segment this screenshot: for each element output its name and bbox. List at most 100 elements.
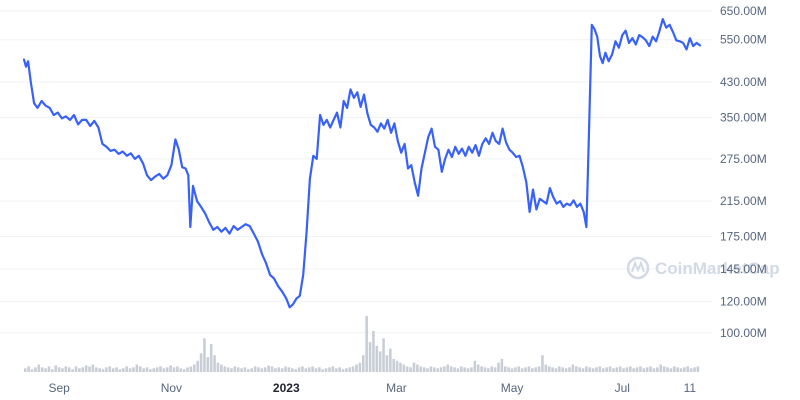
volume-bar: [284, 366, 287, 372]
volume-bar: [159, 366, 162, 372]
volume-bar: [321, 369, 325, 372]
volume-bar: [601, 368, 605, 372]
volume-bar: [672, 366, 676, 372]
volume-bar: [629, 366, 632, 372]
volume-bar: [578, 367, 581, 372]
volume-bar: [571, 364, 575, 372]
volume-bar: [169, 365, 172, 372]
volume-bar: [84, 365, 88, 372]
volume-bar: [135, 364, 139, 372]
volume-bar: [108, 366, 112, 372]
volume-bar: [145, 367, 149, 372]
volume-bar: [483, 367, 487, 372]
volume-bar: [652, 368, 656, 372]
volume-bar: [551, 367, 554, 372]
volume-bar: [389, 348, 392, 372]
volume-bar: [125, 366, 128, 372]
watermark: CoinMarketCap: [626, 256, 780, 280]
coinmarketcap-logo-icon: [626, 256, 650, 280]
volume-bar: [345, 368, 348, 372]
volume-bar: [54, 365, 57, 372]
volume-bar: [541, 355, 544, 372]
volume-bar: [378, 351, 382, 372]
volume-bar: [419, 366, 423, 372]
volume-bar: [37, 364, 41, 372]
x-tick-label: Jul: [615, 381, 630, 395]
volume-bar: [233, 366, 237, 372]
volume-bar: [466, 368, 470, 372]
volume-bar: [280, 368, 284, 372]
volume-bar: [27, 366, 30, 372]
volume-bar: [209, 344, 213, 372]
volume-bar: [351, 366, 355, 372]
volume-bars: [24, 316, 700, 372]
volume-bar: [669, 368, 673, 372]
volume-bar: [287, 367, 291, 372]
x-tick-label: May: [501, 381, 524, 395]
volume-bar: [432, 367, 436, 372]
volume-bar: [497, 362, 500, 372]
price-line: [22, 18, 702, 309]
volume-bar: [203, 338, 206, 372]
volume-bar: [429, 366, 433, 372]
volume-bar: [220, 364, 223, 372]
volume-bar: [409, 367, 412, 372]
volume-bar: [531, 368, 534, 372]
volume-bar: [324, 368, 328, 372]
volume-bar: [311, 366, 314, 372]
volume-bar: [301, 366, 304, 372]
volume-bar: [213, 355, 216, 372]
volume-bar: [179, 368, 183, 372]
volume-bar: [666, 367, 669, 372]
volume-bar: [199, 353, 203, 372]
y-tick-label: 120.00M: [720, 294, 767, 308]
volume-bar: [385, 355, 389, 372]
volume-bar: [132, 367, 135, 372]
volume-bar: [291, 368, 294, 372]
volume-bar: [656, 367, 659, 372]
volume-bar: [91, 364, 95, 372]
volume-bar: [172, 367, 176, 372]
volume-bar: [561, 367, 564, 372]
x-tick-label: Mar: [386, 381, 407, 395]
x-tick-label: 11: [684, 381, 697, 395]
volume-bar: [270, 366, 274, 372]
volume-bar: [544, 364, 548, 372]
volume-bar: [618, 366, 622, 372]
volume-bar: [581, 368, 585, 372]
volume-bar: [294, 369, 297, 372]
volume-bar: [122, 368, 125, 372]
volume-bar: [94, 367, 98, 372]
volume-bar: [257, 367, 260, 372]
volume-bar: [341, 369, 345, 372]
volume-bar: [88, 366, 91, 372]
volume-bar: [476, 364, 480, 372]
volume-bar: [693, 367, 696, 372]
x-tick-label: Sep: [48, 381, 70, 395]
volume-bar: [328, 367, 331, 372]
volume-bar: [128, 368, 132, 372]
volume-bar: [226, 367, 230, 372]
volume-bar: [436, 368, 439, 372]
volume-bar: [267, 365, 270, 372]
volume-bar: [605, 367, 608, 372]
volume-bar: [405, 366, 409, 372]
volume-bar: [696, 366, 700, 372]
volume-bar: [216, 362, 220, 372]
volume-bar: [547, 366, 551, 372]
volume-bar: [622, 368, 625, 372]
volume-bar: [193, 364, 196, 372]
volume-bar: [64, 366, 68, 372]
volume-bar: [412, 362, 416, 372]
y-tick-label: 175.00M: [720, 230, 767, 244]
volume-bar: [105, 367, 108, 372]
y-tick-label: 275.00M: [720, 152, 767, 166]
x-axis-tick-labels: Sep Nov 2023 Mar May Jul 11: [48, 381, 696, 395]
volume-bar: [487, 368, 490, 372]
volume-bar: [591, 368, 595, 372]
volume-bar: [155, 367, 159, 372]
volume-bar: [307, 367, 311, 372]
watermark-text: CoinMarketCap: [655, 259, 780, 278]
volume-bar: [334, 368, 338, 372]
